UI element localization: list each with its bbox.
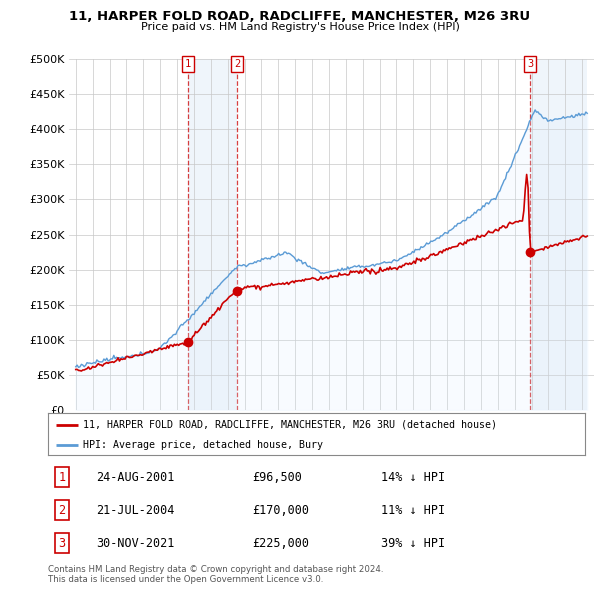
Text: 39% ↓ HPI: 39% ↓ HPI [381, 536, 445, 550]
Text: £225,000: £225,000 [252, 536, 309, 550]
Text: 1: 1 [185, 59, 191, 69]
Text: 24-AUG-2001: 24-AUG-2001 [97, 470, 175, 484]
Text: 2: 2 [234, 59, 240, 69]
Text: 30-NOV-2021: 30-NOV-2021 [97, 536, 175, 550]
Text: 3: 3 [58, 536, 65, 550]
Text: £96,500: £96,500 [252, 470, 302, 484]
Text: HPI: Average price, detached house, Bury: HPI: Average price, detached house, Bury [83, 440, 323, 450]
Text: £170,000: £170,000 [252, 503, 309, 517]
Text: 11% ↓ HPI: 11% ↓ HPI [381, 503, 445, 517]
Text: 11, HARPER FOLD ROAD, RADCLIFFE, MANCHESTER, M26 3RU: 11, HARPER FOLD ROAD, RADCLIFFE, MANCHES… [70, 10, 530, 23]
Bar [188, 59, 237, 410]
Text: Contains HM Land Registry data © Crown copyright and database right 2024.: Contains HM Land Registry data © Crown c… [48, 565, 383, 574]
Text: Price paid vs. HM Land Registry's House Price Index (HPI): Price paid vs. HM Land Registry's House … [140, 22, 460, 32]
Text: 21-JUL-2004: 21-JUL-2004 [97, 503, 175, 517]
Text: 14% ↓ HPI: 14% ↓ HPI [381, 470, 445, 484]
Text: 1: 1 [58, 470, 65, 484]
Text: 3: 3 [527, 59, 533, 69]
Text: 2: 2 [58, 503, 65, 517]
Text: This data is licensed under the Open Government Licence v3.0.: This data is licensed under the Open Gov… [48, 575, 323, 584]
Text: 11, HARPER FOLD ROAD, RADCLIFFE, MANCHESTER, M26 3RU (detached house): 11, HARPER FOLD ROAD, RADCLIFFE, MANCHES… [83, 420, 497, 430]
Bar [530, 59, 587, 410]
